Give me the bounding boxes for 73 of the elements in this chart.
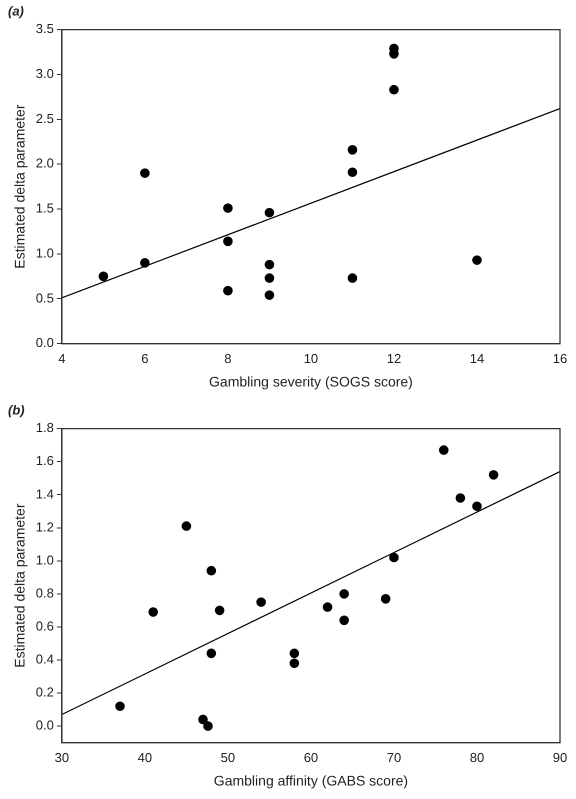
x-axis-title: Gambling severity (SOGS score) bbox=[209, 373, 413, 390]
point bbox=[290, 658, 300, 668]
x-tick-label: 10 bbox=[304, 350, 318, 366]
point bbox=[198, 714, 208, 724]
point bbox=[290, 648, 300, 658]
point bbox=[223, 203, 233, 213]
point bbox=[223, 286, 233, 296]
point bbox=[339, 589, 349, 599]
x-tick-label: 12 bbox=[386, 350, 402, 366]
x-tick-label: 16 bbox=[552, 350, 568, 366]
y-tick-label: 1.0 bbox=[36, 552, 54, 568]
x-tick-label: 50 bbox=[220, 750, 236, 765]
chart-title: (a) bbox=[8, 3, 24, 18]
x-tick-label: 60 bbox=[304, 750, 318, 765]
y-tick-label: 0.2 bbox=[36, 684, 54, 700]
y-tick-label: 0.0 bbox=[36, 718, 54, 733]
x-tick-label: 8 bbox=[224, 350, 232, 366]
y-tick-label: 0.5 bbox=[36, 290, 54, 306]
point bbox=[140, 168, 150, 178]
x-tick-label: 4 bbox=[58, 350, 66, 366]
point bbox=[348, 273, 358, 283]
y-tick-label: 1.0 bbox=[36, 245, 54, 260]
point bbox=[264, 208, 274, 218]
point bbox=[206, 648, 216, 658]
point bbox=[339, 616, 349, 626]
y-tick-label: 1.6 bbox=[36, 453, 54, 468]
x-tick-label: 70 bbox=[386, 750, 402, 765]
y-tick-label: 1.2 bbox=[36, 519, 54, 534]
point bbox=[115, 701, 125, 712]
x-tick-label: 90 bbox=[552, 750, 568, 765]
point bbox=[380, 594, 390, 604]
point bbox=[140, 258, 150, 268]
point bbox=[148, 607, 158, 617]
y-axis-title: Estimated delta parameter bbox=[11, 503, 28, 668]
point bbox=[203, 721, 213, 731]
point bbox=[438, 445, 449, 455]
point bbox=[206, 566, 216, 576]
point bbox=[256, 597, 266, 607]
point bbox=[389, 84, 399, 95]
y-tick-label: 0.6 bbox=[36, 618, 54, 634]
y-tick-label: 0.4 bbox=[36, 652, 54, 667]
y-tick-label: 1.5 bbox=[36, 200, 54, 216]
y-tick-label: 2.5 bbox=[36, 110, 54, 126]
point bbox=[223, 236, 233, 246]
y-tick-label: 3.0 bbox=[36, 66, 54, 82]
y-axis-title: Estimated delta parameter bbox=[11, 104, 28, 269]
chart-title: (b) bbox=[8, 402, 25, 418]
y-tick-label: 0.8 bbox=[36, 585, 54, 600]
x-tick-label: 30 bbox=[54, 750, 70, 765]
point bbox=[214, 606, 224, 616]
x-tick-label: 80 bbox=[470, 750, 484, 765]
point bbox=[182, 521, 192, 531]
point bbox=[472, 255, 482, 265]
point bbox=[322, 602, 332, 612]
point bbox=[389, 552, 399, 562]
x-axis-title: Gambling affinity (GABS score) bbox=[214, 772, 408, 788]
point bbox=[98, 272, 108, 282]
point bbox=[264, 260, 274, 270]
y-tick-label: 2.0 bbox=[36, 156, 54, 171]
point bbox=[472, 501, 482, 512]
y-tick-label: 1.4 bbox=[36, 486, 54, 502]
x-tick-label: 6 bbox=[141, 350, 149, 366]
point bbox=[348, 167, 358, 178]
point bbox=[264, 273, 274, 283]
y-tick-label: 3.5 bbox=[36, 21, 54, 36]
point bbox=[348, 145, 358, 155]
x-tick-label: 14 bbox=[470, 350, 484, 366]
point bbox=[456, 493, 466, 503]
point bbox=[488, 470, 498, 480]
y-tick-label: 1.8 bbox=[36, 420, 54, 436]
x-tick-label: 40 bbox=[138, 750, 152, 765]
point bbox=[264, 290, 274, 300]
y-tick-label: 0.0 bbox=[36, 335, 54, 350]
